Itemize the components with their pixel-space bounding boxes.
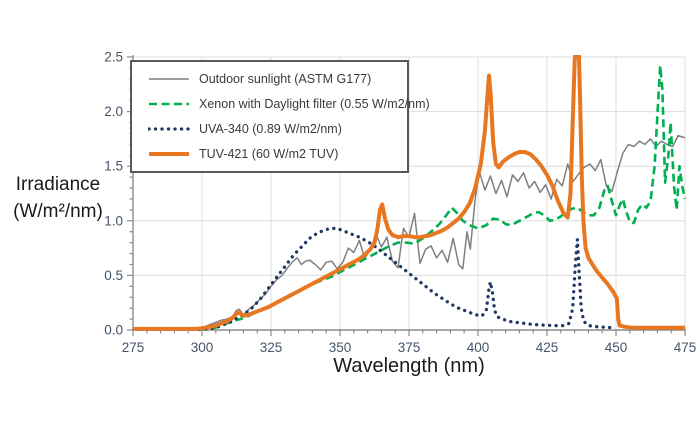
- x-tick-label: 275: [122, 340, 145, 355]
- legend-item-tuv-421: TUV-421 (60 W/m2 TUV): [148, 147, 399, 161]
- x-tick-label: 325: [260, 340, 283, 355]
- legend-label-xenon-daylight-filter: Xenon with Daylight filter (0.55 W/m2/nm…: [199, 97, 430, 112]
- series-tuv-421: [133, 55, 685, 331]
- legend-xenon-daylight-filter-line-icon: [149, 102, 189, 106]
- legend-tuv-421-line-icon: [149, 151, 189, 156]
- y-axis-title: Irradiance (W/m²/nm): [0, 171, 116, 225]
- series-uva-340: [197, 226, 618, 332]
- x-axis-title: Wavelength (nm): [333, 355, 485, 377]
- x-tick-label: 375: [398, 340, 421, 355]
- legend-label-outdoor-sunlight: Outdoor sunlight (ASTM G177): [199, 72, 372, 87]
- y-tick-label: 0.0: [104, 323, 123, 338]
- legend-label-uva-340: UVA-340 (0.89 W/m2/nm): [199, 121, 342, 136]
- legend-uva-340-line-icon: [148, 127, 190, 131]
- y-axis-title-line2: (W/m²/nm): [13, 201, 103, 222]
- legend-item-uva-340: UVA-340 (0.89 W/m2/nm): [148, 122, 399, 136]
- y-tick-label: 2.0: [104, 104, 123, 119]
- legend-item-outdoor-sunlight: Outdoor sunlight (ASTM G177): [148, 72, 399, 86]
- chart-legend: Outdoor sunlight (ASTM G177) Xenon with D…: [130, 60, 430, 173]
- x-tick-label: 475: [674, 340, 697, 355]
- x-tick-label: 300: [191, 340, 214, 355]
- y-tick-label: 2.5: [104, 50, 123, 65]
- y-tick-label: 1.0: [104, 213, 123, 228]
- x-tick-label: 425: [536, 340, 559, 355]
- x-tick-label: 400: [467, 340, 490, 355]
- x-tick-label: 450: [605, 340, 628, 355]
- x-tick-label: 350: [329, 340, 352, 355]
- legend-label-tuv-421: TUV-421 (60 W/m2 TUV): [199, 146, 339, 161]
- legend-outdoor-sunlight-line-icon: [149, 78, 189, 81]
- series-outdoor-sunlight: [133, 134, 686, 331]
- y-tick-label: 1.5: [104, 159, 123, 174]
- y-tick-label: 0.5: [104, 268, 123, 283]
- legend-item-xenon-daylight-filter: Xenon with Daylight filter (0.55 W/m2/nm…: [148, 97, 430, 111]
- y-axis-title-line1: Irradiance: [15, 174, 101, 195]
